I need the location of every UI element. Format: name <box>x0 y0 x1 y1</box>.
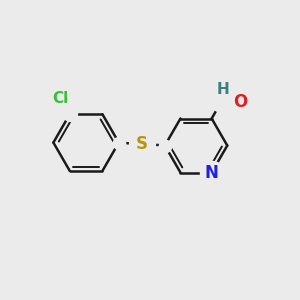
Point <box>116 140 121 145</box>
Point <box>58 96 63 101</box>
Text: N: N <box>205 164 219 181</box>
Text: Cl: Cl <box>53 91 69 106</box>
Point <box>140 142 144 146</box>
Point <box>163 143 167 148</box>
Point <box>219 99 224 104</box>
Text: H: H <box>216 82 229 97</box>
Point <box>209 170 214 175</box>
Text: O: O <box>233 93 248 111</box>
Text: S: S <box>136 135 148 153</box>
Point <box>67 112 72 117</box>
Point <box>237 99 242 104</box>
